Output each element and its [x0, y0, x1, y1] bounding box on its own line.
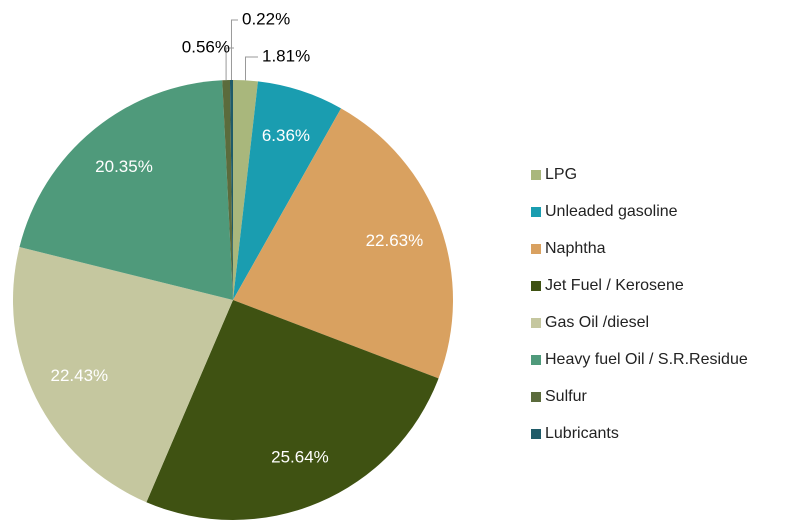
legend-label: Jet Fuel / Kerosene: [545, 277, 684, 294]
data-label: 22.43%: [51, 366, 109, 385]
pie-slice: [19, 80, 233, 300]
legend-swatch: [531, 244, 541, 254]
legend-label: Heavy fuel Oil / S.R.Residue: [545, 351, 748, 368]
data-label: 6.36%: [262, 126, 310, 145]
pie-slice: [146, 300, 439, 520]
legend-swatch: [531, 392, 541, 402]
data-label: 25.64%: [271, 447, 329, 466]
data-label: 1.81%: [262, 46, 310, 65]
data-label: 0.22%: [242, 9, 290, 28]
data-label: 22.63%: [366, 231, 424, 250]
legend-label: Gas Oil /diesel: [545, 314, 649, 331]
legend-label: Naphtha: [545, 240, 606, 257]
legend-label: LPG: [545, 166, 577, 183]
pie-slice: [229, 80, 233, 300]
legend-swatch: [531, 207, 541, 217]
legend-label: Lubricants: [545, 425, 619, 442]
data-label: 0.56%: [182, 37, 230, 56]
legend-label: Sulfur: [545, 388, 587, 405]
legend-swatch: [531, 429, 541, 439]
pie-slice: [233, 81, 342, 300]
legend-swatch: [531, 318, 541, 328]
legend-label: Unleaded gasoline: [545, 203, 678, 220]
legend-swatch: [531, 355, 541, 365]
pie-slice: [233, 80, 258, 300]
pie-slice: [222, 80, 233, 300]
legend-swatch: [531, 170, 541, 180]
leader-line: [230, 19, 238, 81]
pie-slice: [233, 108, 453, 379]
data-label: 20.35%: [95, 157, 153, 176]
leader-line: [245, 56, 258, 81]
pie-slice: [12, 247, 233, 503]
legend-swatch: [531, 281, 541, 291]
